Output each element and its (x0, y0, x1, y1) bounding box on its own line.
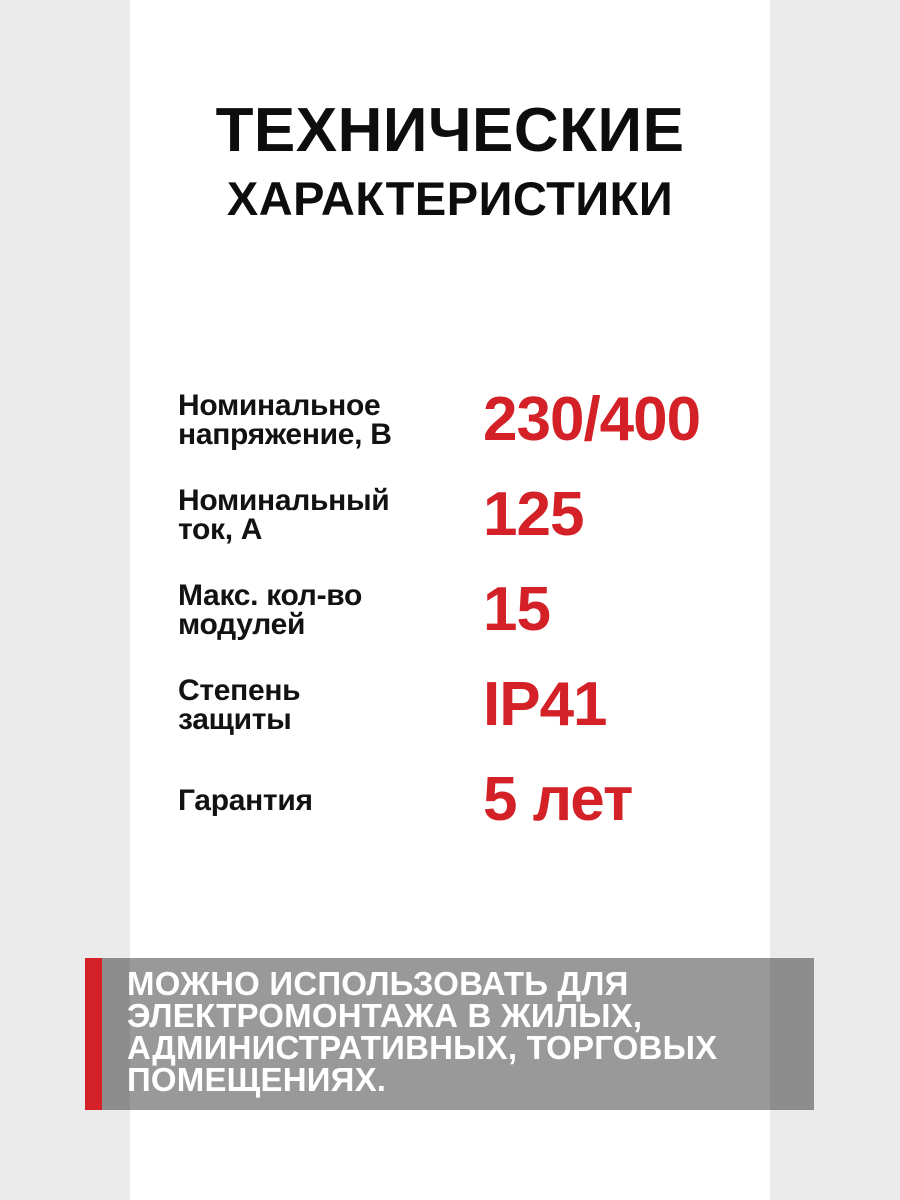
title-line-2: ХАРАКТЕРИСТИКИ (226, 172, 674, 225)
spec-value: 125 (483, 480, 584, 549)
spec-row-modules: Макс. кол-во модулей 15 (178, 578, 738, 642)
spec-label: Гарантия (178, 783, 313, 817)
usage-note-text: МОЖНО ИСПОЛЬЗОВАТЬ ДЛЯ ЭЛЕКТРОМОНТАЖА В … (127, 965, 718, 1098)
spec-row-voltage: Номинальное напряжение, В 230/400 (178, 388, 738, 452)
spec-row-protection: Степень защиты IP41 (178, 673, 738, 737)
spec-value: 230/400 (483, 385, 701, 454)
spec-value: 5 лет (483, 765, 633, 834)
spec-card: ТЕХНИЧЕСКИЕ ХАРАКТЕРИСТИКИ Номинальное н… (130, 0, 770, 1200)
title-line-1: ТЕХНИЧЕСКИЕ (215, 96, 685, 165)
spec-label: Степень защиты (178, 674, 301, 736)
usage-note-band: МОЖНО ИСПОЛЬЗОВАТЬ ДЛЯ ЭЛЕКТРОМОНТАЖА В … (85, 958, 814, 1110)
spec-label: Номинальное напряжение, В (178, 389, 392, 451)
red-accent-bar (85, 958, 102, 1110)
spec-table: Номинальное напряжение, В 230/400 Номина… (178, 388, 738, 863)
spec-label: Макс. кол-во модулей (178, 579, 363, 641)
spec-value: IP41 (483, 670, 608, 739)
spec-row-warranty: Гарантия 5 лет (178, 768, 738, 832)
spec-value: 15 (483, 575, 551, 644)
page-title: ТЕХНИЧЕСКИЕ ХАРАКТЕРИСТИКИ (130, 94, 770, 225)
spec-row-current: Номинальный ток, А 125 (178, 483, 738, 547)
spec-label: Номинальный ток, А (178, 484, 390, 546)
